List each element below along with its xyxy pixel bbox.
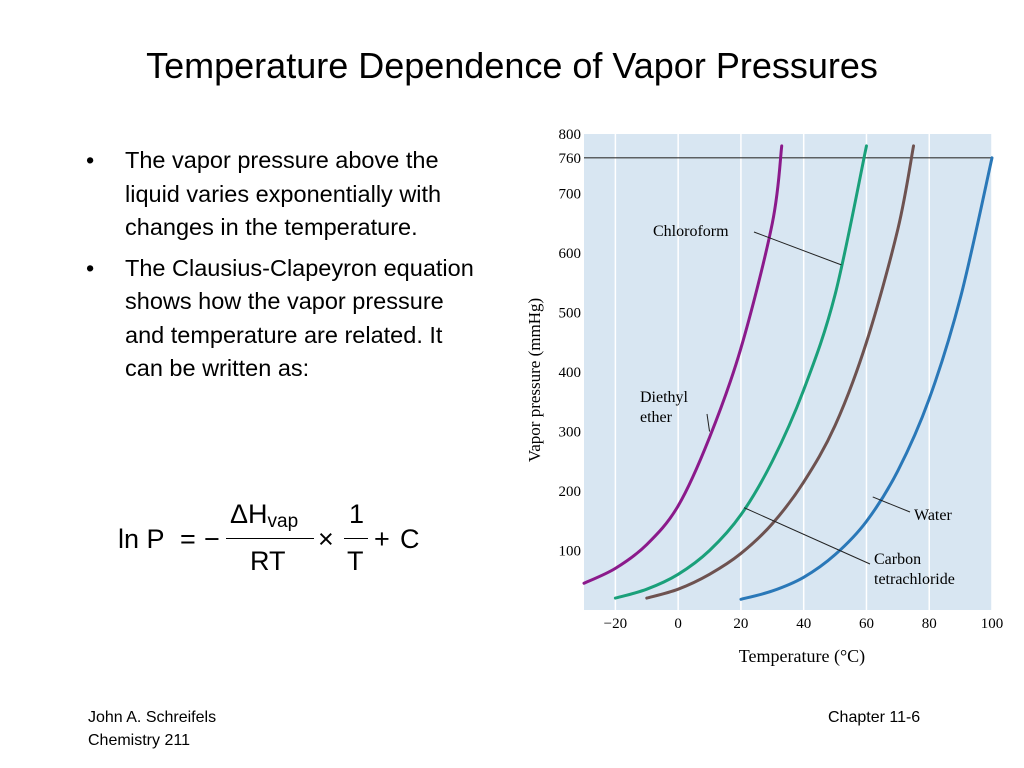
series-label-diethyl-ether: Diethyl (640, 389, 689, 406)
fraction-bar (226, 538, 314, 539)
y-tick-label: 760 (559, 151, 582, 167)
bullet-dot: • (86, 147, 95, 173)
equation-subscript: vap (267, 511, 299, 532)
series-label-water: Water (914, 507, 952, 524)
bullet-item: • The Clausius-Clapeyron equation shows … (86, 252, 486, 386)
slide-title: Temperature Dependence of Vapor Pressure… (146, 45, 878, 86)
x-tick-label: 0 (674, 616, 682, 632)
equation-plus: + (374, 524, 390, 554)
clausius-clapeyron-equation: ln P = − ΔHvap RT × 1 T + C (118, 497, 438, 581)
equation-numerator: ΔHvap (230, 499, 299, 532)
y-tick-label: 200 (559, 484, 582, 500)
equation-one: 1 (349, 499, 365, 529)
y-tick-label: 100 (559, 544, 582, 560)
series-label-carbon-tetrachloride: tetrachloride (874, 571, 955, 588)
x-tick-label: 40 (796, 616, 811, 632)
y-tick-label: 800 (559, 127, 582, 143)
y-tick-label: 700 (559, 187, 582, 203)
footer-left: John A. Schreifels Chemistry 211 (88, 706, 216, 752)
y-tick-label: 600 (559, 246, 582, 262)
leader-line (706, 413, 711, 432)
fraction-bar (344, 538, 368, 539)
series-label-diethyl-ether: ether (640, 409, 673, 426)
y-tick-label: 400 (559, 365, 582, 381)
footer-chapter: Chapter 11-6 (828, 709, 921, 726)
series-line-chloroform (613, 144, 868, 600)
x-tick-label: −20 (604, 616, 627, 632)
series-line-water (739, 156, 994, 601)
plot-area (584, 134, 992, 610)
tick-labels: −20 0 20 40 60 80 100 100 200 300 400 500 600 700 760 8… (559, 127, 1004, 632)
bullet-item: • The vapor pressure above the liquid va… (86, 144, 486, 245)
y-tick-label: 500 (559, 306, 582, 322)
y-axis-label: Vapor pressure (mmHg) (525, 298, 544, 462)
equation-c: C (400, 524, 420, 554)
equation-times: × (318, 524, 334, 554)
equation-denominator: RT (250, 546, 286, 576)
series-labels: Chloroform Diethyl ether Water Carbon tetrach… (640, 223, 955, 588)
x-tick-label: 80 (922, 616, 937, 632)
equation-lhs: ln P (118, 524, 165, 554)
x-tick-label: 100 (981, 616, 1004, 632)
equation-t: T (347, 546, 364, 576)
bullet-text: The Clausius-Clapeyron equation shows ho… (125, 254, 474, 382)
equation-equals: = (180, 524, 196, 554)
leader-line (872, 496, 911, 513)
bullet-dot: • (86, 254, 95, 281)
x-tick-label: 20 (733, 616, 748, 632)
grid-lines (614, 134, 993, 610)
equation-minus: − (204, 524, 220, 554)
y-tick-label: 300 (559, 425, 582, 441)
footer-course: Chemistry 211 (88, 732, 190, 749)
vapor-pressure-chart: −20 0 20 40 60 80 100 100 200 300 400 500 600 700 760 8… (512, 124, 1012, 684)
bullet-list: • The vapor pressure above the liquid va… (86, 144, 486, 393)
series-label-carbon-tetrachloride: Carbon (874, 551, 921, 568)
series-group (582, 144, 994, 601)
bullet-text: The vapor pressure above the liquid vari… (125, 147, 442, 240)
series-line-diethyl-ether (582, 144, 784, 585)
x-tick-label: 60 (859, 616, 874, 632)
series-line-carbon-tetrachloride (645, 144, 916, 600)
leader-line (753, 231, 842, 266)
footer-author: John A. Schreifels (88, 709, 217, 726)
leader-line (743, 507, 871, 565)
x-axis-label: Temperature (°C) (739, 646, 865, 667)
series-label-chloroform: Chloroform (653, 223, 729, 240)
